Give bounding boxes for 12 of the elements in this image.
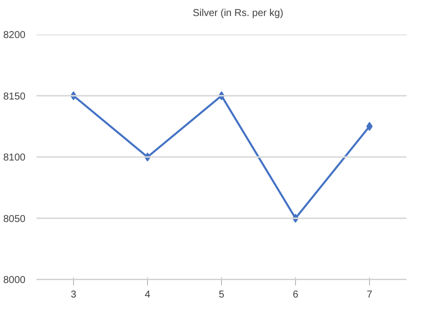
- y-tick-label: 8150: [3, 91, 26, 102]
- y-tick-label: 8200: [3, 30, 26, 41]
- x-tick-label: 3: [70, 290, 77, 300]
- y-tick-label: 8000: [3, 275, 26, 286]
- point: [366, 122, 373, 131]
- x-tick-label: 4: [144, 290, 151, 300]
- x-tick-label: 6: [292, 290, 299, 300]
- x-tick-label: 7: [366, 290, 373, 300]
- y-tick-label: 8050: [3, 214, 26, 225]
- text: Silver (in Rs. per kg): [192, 8, 284, 18]
- y-tick-label: 8100: [3, 152, 26, 164]
- x-tick-label: 5: [218, 290, 225, 300]
